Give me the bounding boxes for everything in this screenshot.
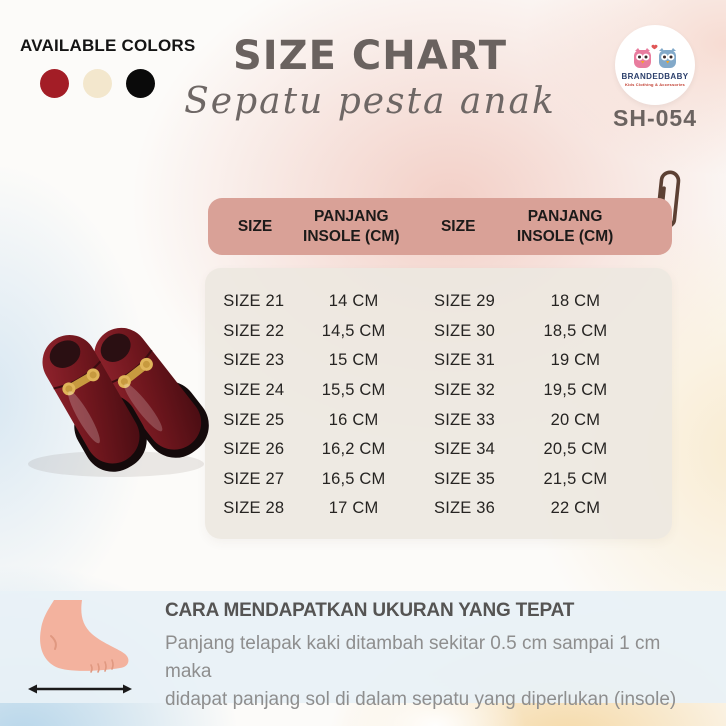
size-cell: SIZE 21 (223, 292, 285, 311)
size-cell: SIZE 31 (434, 351, 496, 370)
available-colors-label: AVAILABLE COLORS (20, 36, 196, 55)
size-cell: SIZE 33 (434, 410, 496, 429)
column-header: PANJANG INSOLE (CM) (516, 208, 614, 245)
sizing-line-2: didapat panjang sol di dalam sepatu yang… (165, 689, 677, 710)
size-cell: SIZE 27 (223, 469, 285, 488)
insole-cell: 22 CM (550, 499, 601, 518)
table-row: SIZE 24 15,5 CM SIZE 32 19,5 CM (205, 376, 672, 406)
column-header: SIZE (237, 217, 273, 235)
insole-cell: 16,5 CM (321, 469, 386, 488)
column-header: SIZE (440, 217, 476, 235)
insole-cell: 19 CM (550, 351, 601, 370)
foot-measure-icon (24, 598, 136, 701)
size-cell: SIZE 36 (434, 499, 496, 518)
table-row: SIZE 23 15 CM SIZE 31 19 CM (205, 346, 672, 376)
insole-cell: 18,5 CM (543, 321, 608, 340)
insole-cell: 16,2 CM (321, 440, 386, 459)
insole-cell: 17 CM (328, 499, 379, 518)
insole-cell: 16 CM (328, 410, 379, 429)
table-row: SIZE 27 16,5 CM SIZE 35 21,5 CM (205, 465, 672, 495)
insole-cell: 20,5 CM (543, 440, 608, 459)
sizing-info-band: CARA MENDAPATKAN UKURAN YANG TEPAT Panja… (0, 591, 726, 710)
size-cell: SIZE 28 (223, 499, 285, 518)
size-cell: SIZE 24 (223, 381, 285, 400)
size-cell: SIZE 34 (434, 440, 496, 459)
table-row: SIZE 21 14 CM SIZE 29 18 CM (205, 287, 672, 317)
brand-name: BRANDEDBABY (621, 71, 689, 81)
insole-cell: 21,5 CM (543, 469, 608, 488)
color-swatches (40, 69, 195, 98)
column-header: PANJANG INSOLE (CM) (303, 208, 400, 245)
size-cell: SIZE 25 (223, 410, 285, 429)
size-table-header: SIZE PANJANG INSOLE (CM) SIZE PANJANG IN… (208, 198, 672, 255)
insole-cell: 15,5 CM (321, 381, 386, 400)
sizing-info-text: CARA MENDAPATKAN UKURAN YANG TEPAT Panja… (165, 600, 710, 714)
page-subtitle: Sepatu pesta anak (184, 81, 556, 122)
color-swatch (83, 69, 112, 98)
available-colors: AVAILABLE COLORS (20, 36, 195, 98)
table-row: SIZE 22 14,5 CM SIZE 30 18,5 CM (205, 317, 672, 347)
insole-cell: 14,5 CM (321, 321, 386, 340)
size-cell: SIZE 26 (223, 440, 285, 459)
insole-cell: 18 CM (550, 292, 601, 311)
product-photo-shoes (16, 298, 216, 493)
size-cell: SIZE 35 (434, 469, 496, 488)
size-table-rows: SIZE 21 14 CM SIZE 29 18 CM SIZE 22 14,5 CM SI… (205, 268, 672, 539)
table-row: SIZE 26 16,2 CM SIZE 34 20,5 CM (205, 435, 672, 465)
insole-cell: 15 CM (328, 351, 379, 370)
owls-icon (634, 44, 676, 68)
size-cell: SIZE 32 (434, 381, 496, 400)
sizing-line-1: Panjang telapak kaki ditambah sekitar 0.… (165, 633, 661, 682)
sizing-paragraph: Panjang telapak kaki ditambah sekitar 0.… (165, 630, 710, 714)
size-cell: SIZE 30 (434, 321, 496, 340)
brand-logo: BRANDEDBABY Kids Clothing & Accessories (615, 25, 695, 105)
sizing-heading: CARA MENDAPATKAN UKURAN YANG TEPAT (165, 600, 575, 621)
table-row: SIZE 25 16 CM SIZE 33 20 CM (205, 405, 672, 435)
insole-cell: 14 CM (328, 292, 379, 311)
page-title: SIZE CHART (232, 33, 508, 79)
size-cell: SIZE 29 (434, 292, 496, 311)
insole-cell: 20 CM (550, 410, 601, 429)
title-block: SIZE CHART Sepatu pesta anak (178, 33, 562, 122)
size-cell: SIZE 22 (223, 321, 285, 340)
color-swatch (126, 69, 155, 98)
brand-tagline: Kids Clothing & Accessories (625, 81, 685, 87)
insole-cell: 19,5 CM (543, 381, 608, 400)
color-swatch (40, 69, 69, 98)
product-code: SH-054 (613, 105, 697, 131)
size-cell: SIZE 23 (223, 351, 285, 370)
table-row: SIZE 28 17 CM SIZE 36 22 CM (205, 494, 672, 524)
